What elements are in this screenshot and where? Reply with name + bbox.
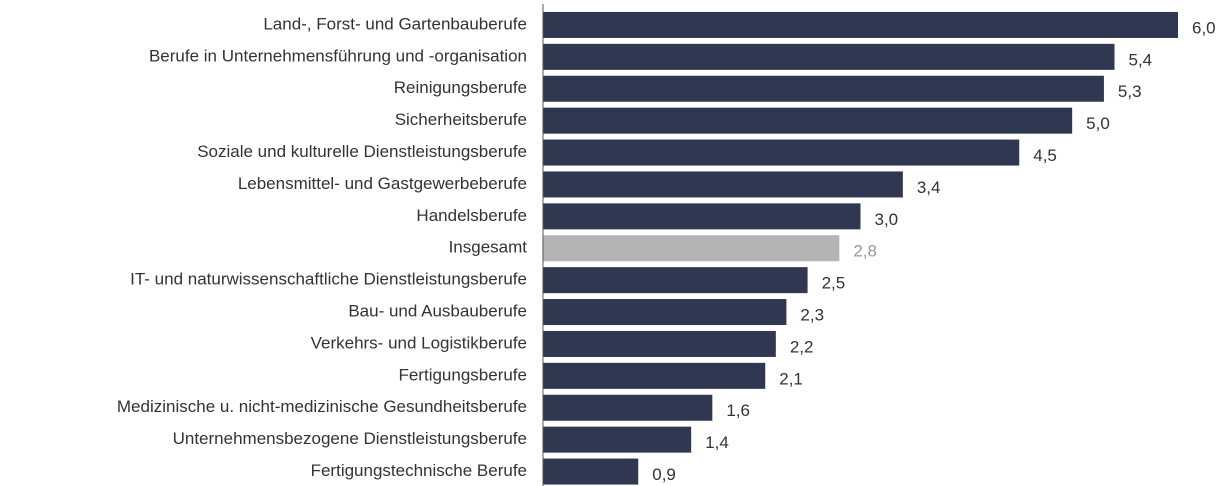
bar bbox=[543, 330, 776, 357]
value-label: 2,5 bbox=[822, 274, 846, 293]
bar bbox=[543, 362, 766, 389]
category-label: Berufe in Unternehmensführung und -organ… bbox=[149, 46, 527, 65]
value-label: 2,2 bbox=[790, 337, 814, 356]
value-label: 1,6 bbox=[726, 401, 750, 420]
value-label: 2,1 bbox=[779, 369, 803, 388]
category-label: Unternehmensbezogene Dienstleistungsberu… bbox=[173, 429, 527, 448]
category-label: Medizinische u. nicht-medizinische Gesun… bbox=[117, 397, 527, 416]
category-label: Lebensmittel- und Gastgewerbeberufe bbox=[238, 174, 527, 193]
bar bbox=[543, 299, 787, 326]
value-label: 5,0 bbox=[1086, 114, 1110, 133]
value-label: 2,3 bbox=[800, 306, 824, 325]
category-label: Bau- und Ausbauberufe bbox=[348, 302, 527, 321]
bar bbox=[543, 139, 1020, 166]
value-label: 3,4 bbox=[917, 178, 941, 197]
bar bbox=[543, 75, 1104, 102]
bar bbox=[543, 171, 903, 198]
value-label: 3,0 bbox=[875, 210, 899, 229]
category-label: IT- und naturwissenschaftliche Dienstlei… bbox=[130, 270, 527, 289]
category-label: Fertigungsberufe bbox=[398, 365, 527, 384]
value-label: 6,0 bbox=[1192, 18, 1216, 37]
bar bbox=[543, 235, 840, 262]
bar bbox=[543, 458, 639, 485]
category-label: Reinigungsberufe bbox=[394, 78, 527, 97]
bar bbox=[543, 394, 713, 421]
value-label: 1,4 bbox=[705, 433, 729, 452]
category-label: Fertigungstechnische Berufe bbox=[311, 461, 527, 480]
bar bbox=[543, 43, 1115, 70]
value-label: 4,5 bbox=[1033, 146, 1057, 165]
bar bbox=[543, 203, 861, 230]
bar bbox=[543, 267, 808, 294]
category-label: Insgesamt bbox=[449, 238, 528, 257]
value-label: 0,9 bbox=[652, 465, 676, 484]
bar bbox=[543, 426, 692, 453]
bar bbox=[543, 107, 1073, 134]
category-label: Sicherheitsberufe bbox=[395, 110, 527, 129]
category-label: Handelsberufe bbox=[416, 206, 527, 225]
value-label: 2,8 bbox=[853, 242, 877, 261]
value-label: 5,3 bbox=[1118, 82, 1142, 101]
category-label: Verkehrs- und Logistikberufe bbox=[311, 333, 527, 352]
bar bbox=[543, 11, 1178, 38]
category-label: Soziale und kulturelle Dienstleistungsbe… bbox=[197, 142, 527, 161]
category-label: Land-, Forst- und Gartenbauberufe bbox=[263, 14, 527, 33]
value-label: 5,4 bbox=[1129, 50, 1153, 69]
